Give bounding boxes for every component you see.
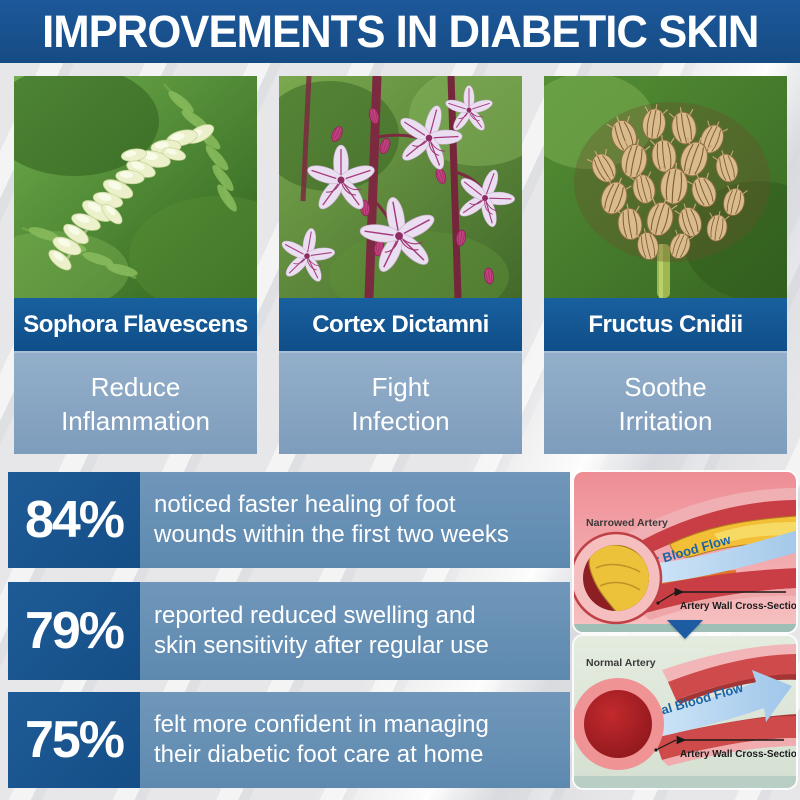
stat-percent: 75%	[8, 692, 140, 788]
normal-artery-label: Normal Artery	[586, 657, 656, 669]
page-title: IMPROVEMENTS IN DIABETIC SKIN	[41, 5, 759, 57]
stat-row-healing: 84% noticed faster healing of foot wound…	[8, 472, 570, 568]
benefit-line: Infection	[351, 405, 450, 436]
normal-artery-diagram: Normal Blood Flow Normal Artery Artery W…	[574, 636, 796, 788]
cross-section-label: Artery Wall Cross-Section	[680, 749, 796, 760]
down-arrow-icon	[667, 620, 703, 639]
benefit-line: Inflammation	[61, 405, 210, 436]
stat-percent: 84%	[8, 472, 140, 568]
cross-section-label: Artery Wall Cross-Section	[680, 601, 796, 612]
ingredient-card-cortex: Cortex Dictamni Fight Infection	[279, 76, 522, 454]
sophora-flavescens-photo	[14, 76, 257, 298]
stat-description: felt more confident in managing their di…	[140, 692, 570, 788]
ingredient-name: Fructus Cnidii	[544, 298, 787, 351]
benefit-line: Soothe	[624, 371, 707, 402]
ingredient-benefit: Reduce Inflammation	[14, 351, 257, 454]
ingredient-card-sophora: Sophora Flavescens Reduce Inflammation	[14, 76, 257, 454]
stat-row-confidence: 75% felt more confident in managing thei…	[8, 692, 570, 788]
stat-description: noticed faster healing of foot wounds wi…	[140, 472, 570, 568]
ingredient-name: Sophora Flavescens	[14, 298, 257, 351]
stat-description: reported reduced swelling and skin sensi…	[140, 582, 570, 680]
header-banner: IMPROVEMENTS IN DIABETIC SKIN	[0, 0, 800, 63]
cortex-dictamni-photo	[279, 76, 522, 298]
benefit-line: Irritation	[618, 405, 713, 436]
stat-percent: 79%	[8, 582, 140, 680]
benefit-line: Reduce	[90, 371, 181, 402]
fructus-cnidii-photo	[544, 76, 787, 298]
narrowed-artery-label: Narrowed Artery	[586, 517, 668, 529]
narrowed-artery-diagram: Irregular Blood Flow Narrowed Artery Art…	[574, 472, 796, 632]
ingredient-benefit: Soothe Irritation	[544, 351, 787, 454]
ingredient-benefit: Fight Infection	[279, 351, 522, 454]
stat-row-swelling: 79% reported reduced swelling and skin s…	[8, 582, 570, 680]
benefit-line: Fight	[371, 371, 430, 402]
ingredient-name: Cortex Dictamni	[279, 298, 522, 351]
ingredient-card-fructus: Fructus Cnidii Soothe Irritation	[544, 76, 787, 454]
